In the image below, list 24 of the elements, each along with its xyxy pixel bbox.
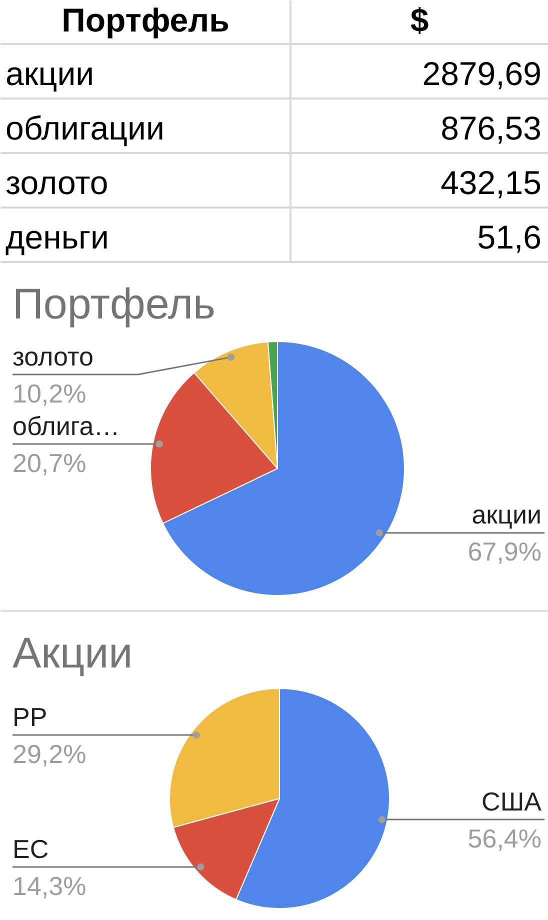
data-label: 876,53	[440, 109, 542, 146]
data-label: 10,2%	[12, 378, 86, 408]
text: Портфель	[62, 1, 230, 38]
slice-label: РР	[12, 702, 48, 732]
data-label: 14,3%	[12, 870, 86, 901]
category-label: деньги	[6, 218, 109, 256]
category-label: акции	[6, 54, 94, 92]
chart-title: Акции	[12, 629, 133, 678]
text: $	[410, 1, 429, 38]
slice-label: акции	[472, 500, 542, 530]
slice-label: ЕС	[12, 834, 49, 864]
data-label: 29,2%	[12, 738, 86, 769]
slice-label: золото	[12, 341, 94, 372]
data-label: 20,7%	[12, 448, 86, 478]
data-label: 56,4%	[468, 823, 542, 854]
category-label: золото	[6, 164, 108, 201]
category-label: облигации	[6, 109, 164, 146]
data-label: 51,6	[477, 218, 542, 256]
slice-label: США	[482, 786, 542, 816]
data-label: 432,15	[440, 164, 542, 201]
data-label: 2879,69	[422, 54, 542, 92]
slice-label: облига…	[12, 410, 120, 441]
chart-title: Портфель	[12, 280, 216, 328]
data-label: 67,9%	[468, 536, 542, 567]
